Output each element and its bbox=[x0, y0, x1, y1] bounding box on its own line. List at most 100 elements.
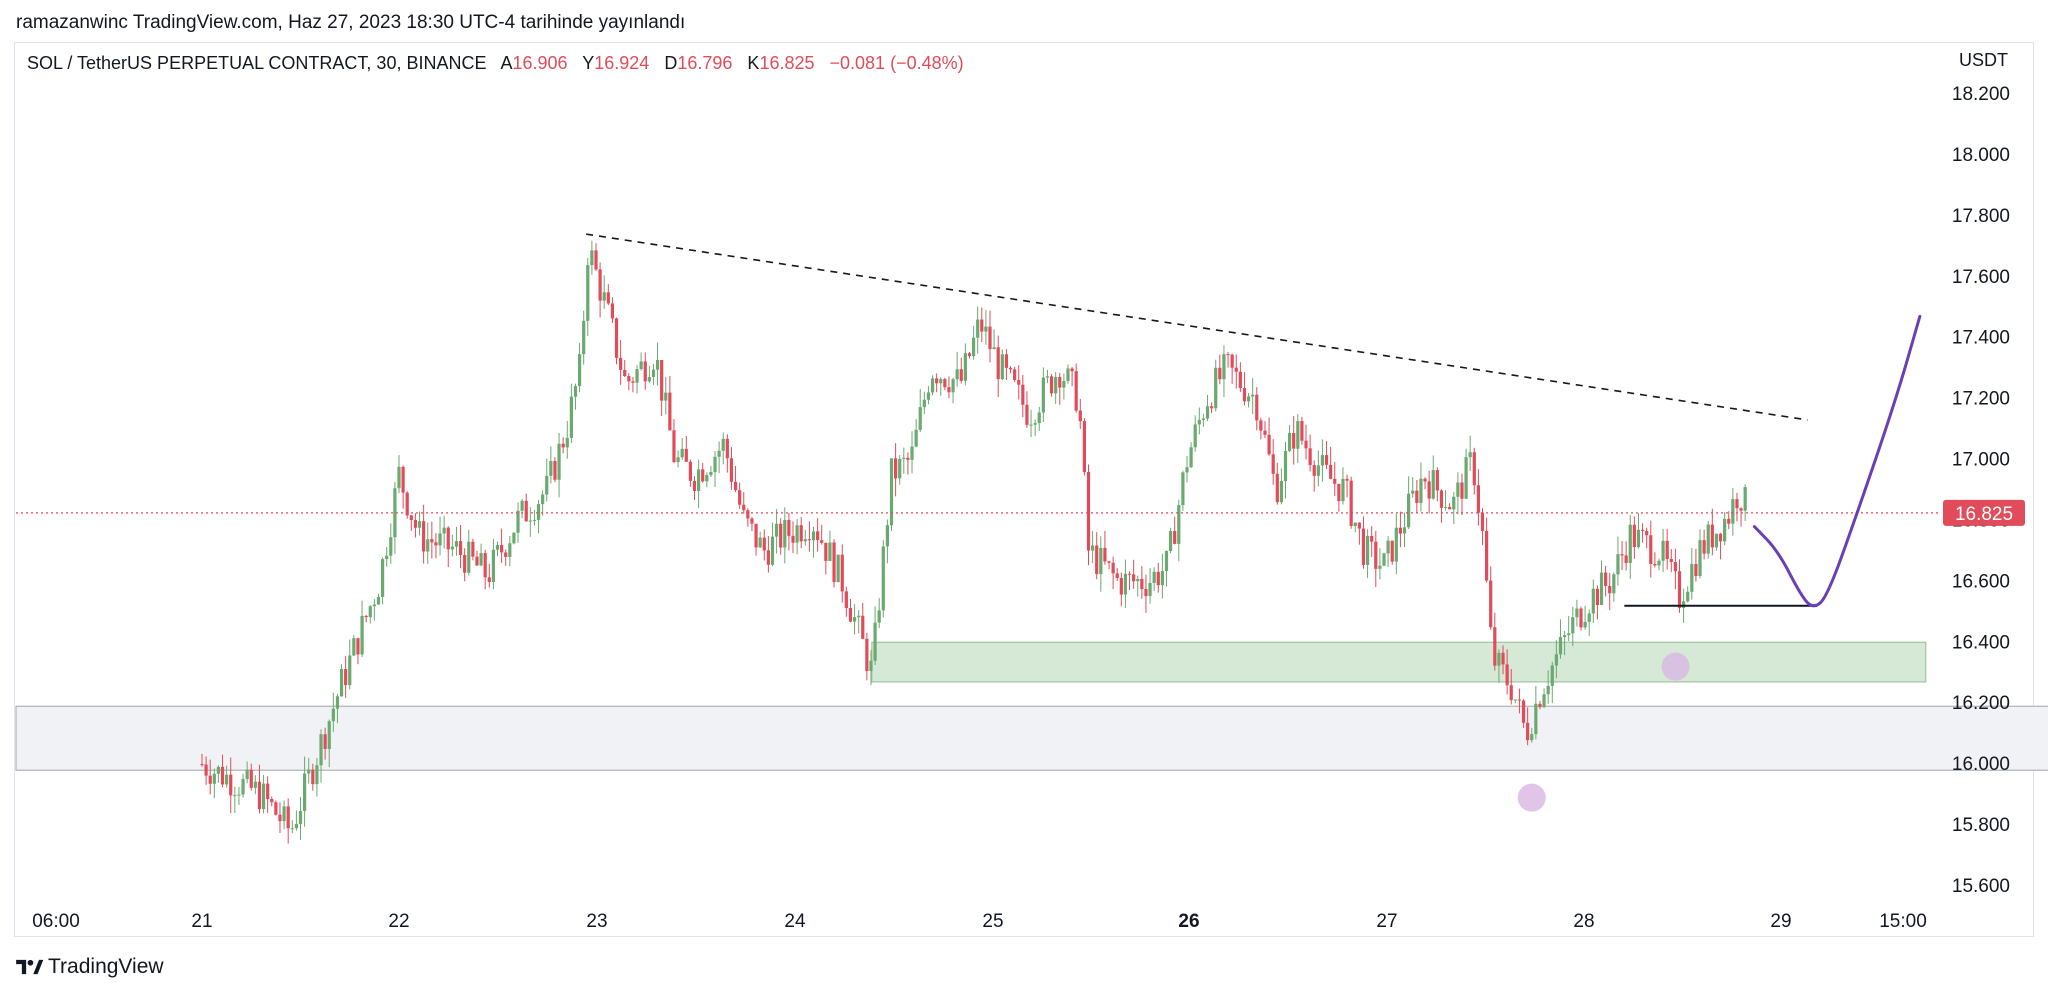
candle bbox=[479, 543, 483, 567]
candle bbox=[237, 786, 241, 805]
candle bbox=[1443, 489, 1448, 511]
candle bbox=[602, 275, 606, 309]
candle bbox=[852, 604, 857, 635]
candle bbox=[1710, 508, 1714, 556]
low-value: 16.796 bbox=[677, 53, 733, 73]
candle bbox=[976, 306, 980, 354]
candle bbox=[1698, 529, 1702, 579]
candle bbox=[1435, 467, 1439, 502]
candle bbox=[1041, 367, 1045, 422]
candle bbox=[1521, 699, 1526, 728]
candle bbox=[758, 531, 762, 548]
candle bbox=[323, 727, 327, 760]
candle bbox=[1624, 541, 1628, 571]
candle bbox=[1205, 394, 1210, 422]
candle bbox=[1657, 558, 1661, 571]
candle bbox=[1308, 434, 1312, 472]
candle bbox=[635, 365, 639, 394]
last-price-badge bbox=[1943, 499, 2025, 526]
candle bbox=[894, 443, 898, 497]
candle bbox=[286, 798, 290, 844]
candle bbox=[1091, 530, 1095, 564]
candle bbox=[1218, 354, 1222, 385]
candle bbox=[844, 586, 848, 617]
candle bbox=[1497, 649, 1501, 683]
candle bbox=[1448, 503, 1452, 510]
candle bbox=[1550, 661, 1554, 704]
candle bbox=[446, 526, 450, 568]
candle bbox=[803, 529, 807, 546]
candle bbox=[1066, 364, 1070, 384]
candle bbox=[344, 656, 348, 698]
candle bbox=[1472, 447, 1476, 495]
candle bbox=[840, 544, 844, 603]
x-tick-label: 25 bbox=[982, 911, 1003, 932]
candle bbox=[1341, 467, 1345, 505]
candle bbox=[430, 521, 434, 559]
candle bbox=[1054, 372, 1058, 405]
candle bbox=[348, 639, 352, 690]
candle bbox=[1542, 688, 1546, 709]
candle bbox=[1394, 513, 1398, 575]
candle bbox=[988, 310, 992, 363]
candle bbox=[1485, 517, 1489, 583]
candle bbox=[754, 523, 758, 556]
candle bbox=[795, 518, 799, 555]
candle bbox=[857, 610, 861, 634]
candle bbox=[1538, 700, 1542, 710]
candle bbox=[1739, 507, 1743, 527]
candle bbox=[1222, 345, 1226, 398]
candle bbox=[541, 490, 545, 516]
candle bbox=[1361, 516, 1366, 569]
candle bbox=[261, 775, 266, 814]
candle bbox=[1324, 441, 1329, 470]
candle bbox=[1230, 353, 1234, 384]
candle bbox=[409, 514, 413, 531]
candle bbox=[770, 522, 775, 567]
candle bbox=[1390, 540, 1394, 565]
candle bbox=[1616, 536, 1620, 586]
candle bbox=[725, 434, 729, 473]
candle bbox=[951, 377, 955, 404]
candle bbox=[643, 352, 647, 390]
candle bbox=[1731, 488, 1735, 536]
candle bbox=[1567, 615, 1571, 642]
candle bbox=[861, 602, 865, 640]
candle bbox=[454, 526, 459, 556]
candle bbox=[688, 459, 692, 487]
candle bbox=[545, 458, 549, 502]
candle bbox=[1493, 612, 1497, 671]
candle bbox=[1554, 640, 1558, 679]
candle bbox=[1686, 586, 1690, 603]
tradingview-brand[interactable]: TradingView bbox=[14, 955, 164, 979]
candle bbox=[1694, 548, 1698, 582]
candle bbox=[717, 441, 721, 474]
projection-curve bbox=[1752, 314, 1922, 608]
candle bbox=[253, 775, 257, 795]
candle bbox=[1599, 560, 1604, 606]
candle bbox=[401, 465, 405, 509]
candle bbox=[1645, 527, 1649, 549]
candle bbox=[532, 510, 537, 526]
candle bbox=[397, 455, 401, 494]
candle bbox=[762, 529, 766, 561]
candle bbox=[1279, 468, 1283, 505]
candle bbox=[676, 450, 680, 468]
candle bbox=[1505, 649, 1509, 695]
candle bbox=[963, 343, 967, 386]
candle bbox=[417, 511, 422, 536]
candle bbox=[992, 329, 996, 350]
candle bbox=[1419, 462, 1423, 512]
candle bbox=[898, 455, 902, 485]
candle bbox=[1037, 406, 1041, 431]
candle bbox=[1144, 574, 1148, 613]
candle bbox=[1702, 529, 1706, 560]
candle bbox=[1673, 548, 1677, 590]
symbol-label[interactable]: SOL / TetherUS PERPETUAL CONTRACT, 30, B… bbox=[27, 53, 487, 73]
candle bbox=[1119, 572, 1123, 607]
x-tick-label: 24 bbox=[784, 911, 806, 932]
candle bbox=[508, 535, 512, 567]
candle bbox=[836, 554, 840, 583]
candle bbox=[565, 421, 569, 459]
